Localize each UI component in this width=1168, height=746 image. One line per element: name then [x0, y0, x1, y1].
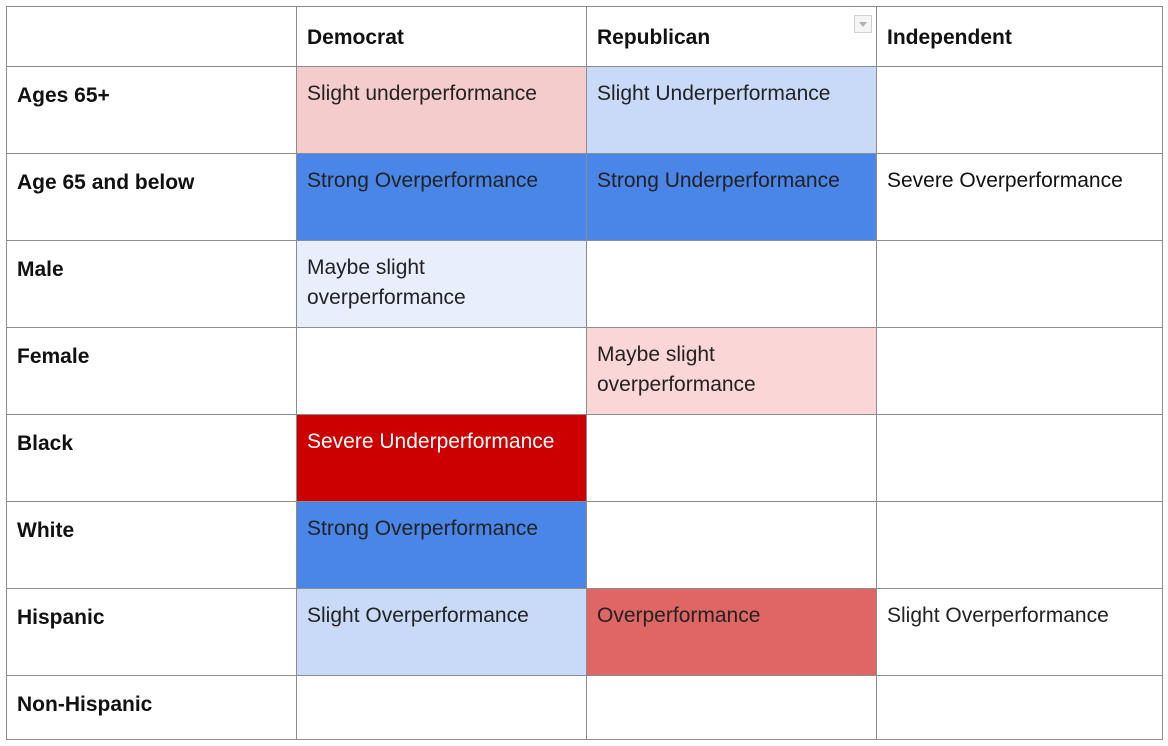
table-cell[interactable] — [876, 675, 1163, 740]
table-cell[interactable]: Slight Overperformance — [876, 588, 1163, 676]
filter-dropdown-icon[interactable] — [854, 15, 872, 33]
table-row: Non-Hispanic — [6, 675, 1163, 740]
table-cell[interactable] — [876, 414, 1163, 502]
table-row: Hispanic Slight Overperformance Overperfor… — [6, 588, 1163, 676]
table-cell[interactable] — [586, 501, 877, 589]
table-cell[interactable]: Maybe slight overperformance — [296, 240, 587, 328]
column-header-independent: Independent — [876, 6, 1163, 67]
table-row: Female Maybe slight overperformance — [6, 327, 1163, 415]
table-cell[interactable] — [296, 327, 587, 415]
column-header-republican: Republican — [586, 6, 877, 67]
table-cell[interactable]: Strong Overperformance — [296, 501, 587, 589]
table-cell[interactable] — [876, 501, 1163, 589]
table-row: Age 65 and below Strong Overperformance St… — [6, 153, 1163, 241]
row-header: Male — [6, 240, 297, 328]
row-header: Black — [6, 414, 297, 502]
row-header: Female — [6, 327, 297, 415]
table-cell[interactable] — [876, 66, 1163, 154]
table-cell[interactable] — [876, 327, 1163, 415]
table-cell[interactable]: Overperformance — [586, 588, 877, 676]
table-cell[interactable]: Slight Underperformance — [586, 66, 877, 154]
table-cell[interactable]: Severe Overperformance — [876, 153, 1163, 241]
table-row: Male Maybe slight overperformance — [6, 240, 1163, 328]
corner-cell — [6, 6, 297, 67]
performance-table: Democrat Republican Independent Ages 65+… — [6, 6, 1163, 740]
table-cell[interactable]: Strong Overperformance — [296, 153, 587, 241]
row-header: Non-Hispanic — [6, 675, 297, 740]
table-cell[interactable]: Maybe slight overperformance — [586, 327, 877, 415]
table-cell[interactable]: Strong Underperformance — [586, 153, 877, 241]
table-row: White Strong Overperformance — [6, 501, 1163, 589]
header-row: Democrat Republican Independent — [6, 6, 1163, 67]
table-cell[interactable]: Slight underperformance — [296, 66, 587, 154]
table-cell[interactable]: Severe Underperformance — [296, 414, 587, 502]
table-row: Ages 65+ Slight underperformance Slight Un… — [6, 66, 1163, 154]
table-cell[interactable] — [586, 240, 877, 328]
table-cell[interactable] — [296, 675, 587, 740]
row-header: White — [6, 501, 297, 589]
column-header-democrat: Democrat — [296, 6, 587, 67]
table-body: Ages 65+ Slight underperformance Slight Un… — [6, 66, 1163, 740]
table-cell[interactable] — [586, 414, 877, 502]
table-cell[interactable] — [586, 675, 877, 740]
row-header: Ages 65+ — [6, 66, 297, 154]
table-cell[interactable] — [876, 240, 1163, 328]
table-row: Black Severe Underperformance — [6, 414, 1163, 502]
table-cell[interactable]: Slight Overperformance — [296, 588, 587, 676]
row-header: Age 65 and below — [6, 153, 297, 241]
row-header: Hispanic — [6, 588, 297, 676]
column-header-label: Republican — [597, 26, 711, 49]
